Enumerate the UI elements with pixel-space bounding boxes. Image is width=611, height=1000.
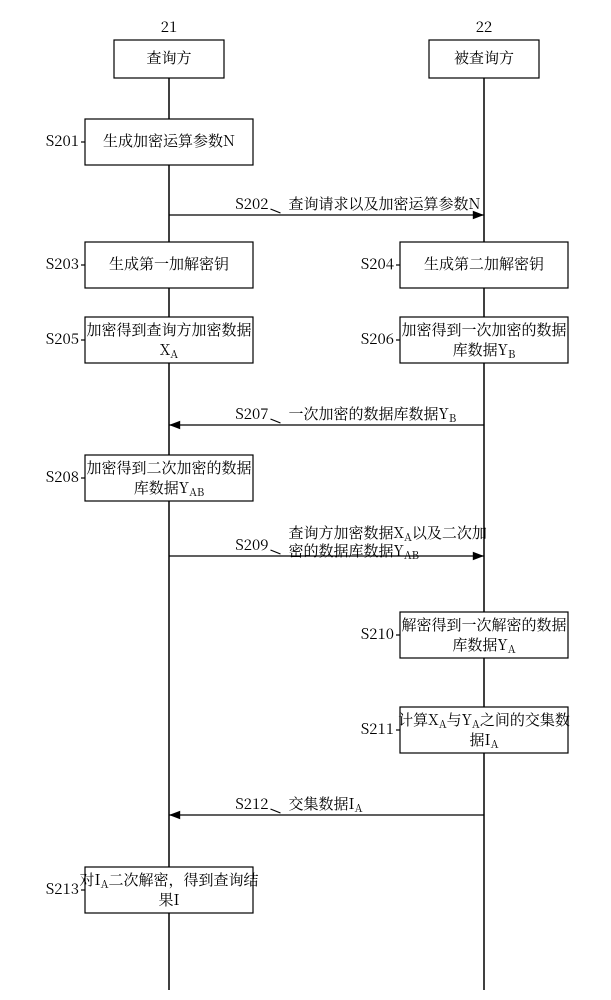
step-id: S208	[46, 466, 79, 487]
lane-title: 被查询方	[454, 47, 514, 68]
svg-text:交集数据IA: 交集数据IA	[289, 793, 363, 816]
svg-text:加密得到查询方加密数据: 加密得到查询方加密数据	[86, 319, 251, 340]
step-id: S205	[46, 328, 79, 349]
step-id: S203	[46, 253, 79, 274]
message-id: S202	[235, 193, 268, 214]
step-id: S213	[46, 878, 79, 899]
sequence-diagram: 查询方 21 被查询方 22 S201 生成加密运算参数N S203 生成第一加解密钥 S204…	[0, 0, 611, 1000]
svg-text:加密得到二次加密的数据: 加密得到二次加密的数据	[86, 457, 251, 478]
lane-title: 查询方	[146, 47, 191, 68]
step-id: S210	[361, 623, 394, 644]
step-id: S211	[361, 718, 394, 739]
svg-text:库数据YB: 库数据YB	[453, 339, 516, 362]
lane-id: 21	[161, 16, 178, 37]
lane-id: 22	[476, 16, 493, 37]
svg-text:生成第二加解密钥: 生成第二加解密钥	[424, 253, 544, 274]
svg-text:密的数据库数据YAB: 密的数据库数据YAB	[289, 540, 419, 563]
svg-text:查询请求以及加密运算参数N: 查询请求以及加密运算参数N	[289, 193, 481, 214]
svg-text:果I: 果I	[158, 889, 179, 910]
message-id: S212	[235, 793, 268, 814]
step-id: S201	[46, 130, 79, 151]
svg-text:一次加密的数据库数据YB: 一次加密的数据库数据YB	[289, 403, 457, 426]
step-id: S204	[361, 253, 394, 274]
svg-text:加密得到一次加密的数据: 加密得到一次加密的数据	[401, 319, 566, 340]
svg-text:库数据YA: 库数据YA	[452, 634, 515, 657]
svg-text:生成第一加解密钥: 生成第一加解密钥	[109, 253, 229, 274]
message-id: S209	[235, 534, 268, 555]
message-id: S207	[235, 403, 268, 424]
svg-text:解密得到一次解密的数据: 解密得到一次解密的数据	[401, 614, 566, 635]
svg-text:生成加密运算参数N: 生成加密运算参数N	[103, 130, 235, 151]
step-id: S206	[361, 328, 394, 349]
